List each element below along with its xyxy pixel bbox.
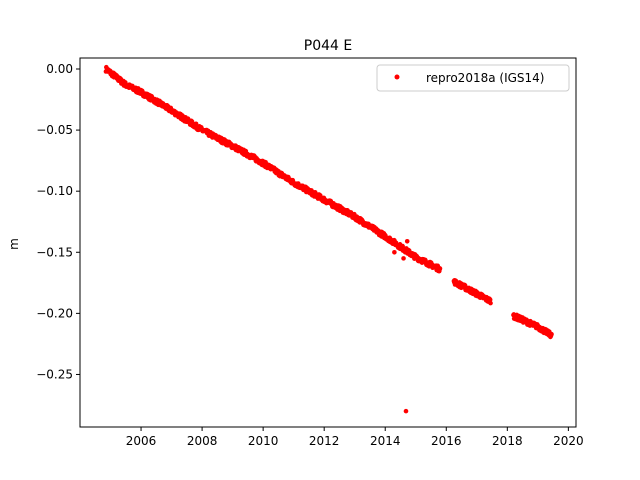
legend-label: repro2018a (IGS14) — [426, 71, 544, 85]
outlier-point — [392, 249, 397, 255]
outlier-point — [404, 238, 410, 244]
data-point — [400, 243, 405, 249]
x-tick-label: 2014 — [370, 434, 401, 448]
y-tick-label: −0.05 — [36, 123, 73, 137]
data-point — [549, 331, 554, 337]
data-point — [488, 300, 493, 306]
data-point — [437, 266, 443, 271]
x-tick-label: 2020 — [553, 434, 584, 448]
x-tick-label: 2012 — [309, 434, 340, 448]
outlier-point — [403, 408, 409, 414]
data-points-layer — [103, 64, 554, 414]
plot-area-frame — [79, 57, 577, 428]
x-tick-label: 2006 — [126, 434, 157, 448]
ticks-layer: 2006 2008 2010 2012 2014 2016 2018 2020 0.00 −0.0… — [36, 62, 583, 448]
x-tick-label: 2018 — [492, 434, 523, 448]
data-point — [487, 297, 493, 303]
x-tick-label: 2010 — [248, 434, 279, 448]
chart-title: P044 E — [304, 38, 352, 54]
y-tick-label: −0.25 — [36, 367, 73, 381]
y-tick-label: −0.10 — [36, 184, 73, 198]
x-tick-label: 2016 — [431, 434, 462, 448]
y-axis-label: m — [7, 238, 21, 250]
y-tick-label: 0.00 — [46, 62, 73, 76]
legend: repro2018a (IGS14) — [376, 64, 570, 92]
y-tick-label: −0.20 — [36, 306, 73, 320]
legend-marker — [394, 74, 400, 80]
x-tick-label: 2008 — [187, 434, 218, 448]
outlier-point — [401, 256, 406, 261]
legend-box — [376, 64, 570, 92]
y-tick-label: −0.15 — [36, 245, 73, 259]
